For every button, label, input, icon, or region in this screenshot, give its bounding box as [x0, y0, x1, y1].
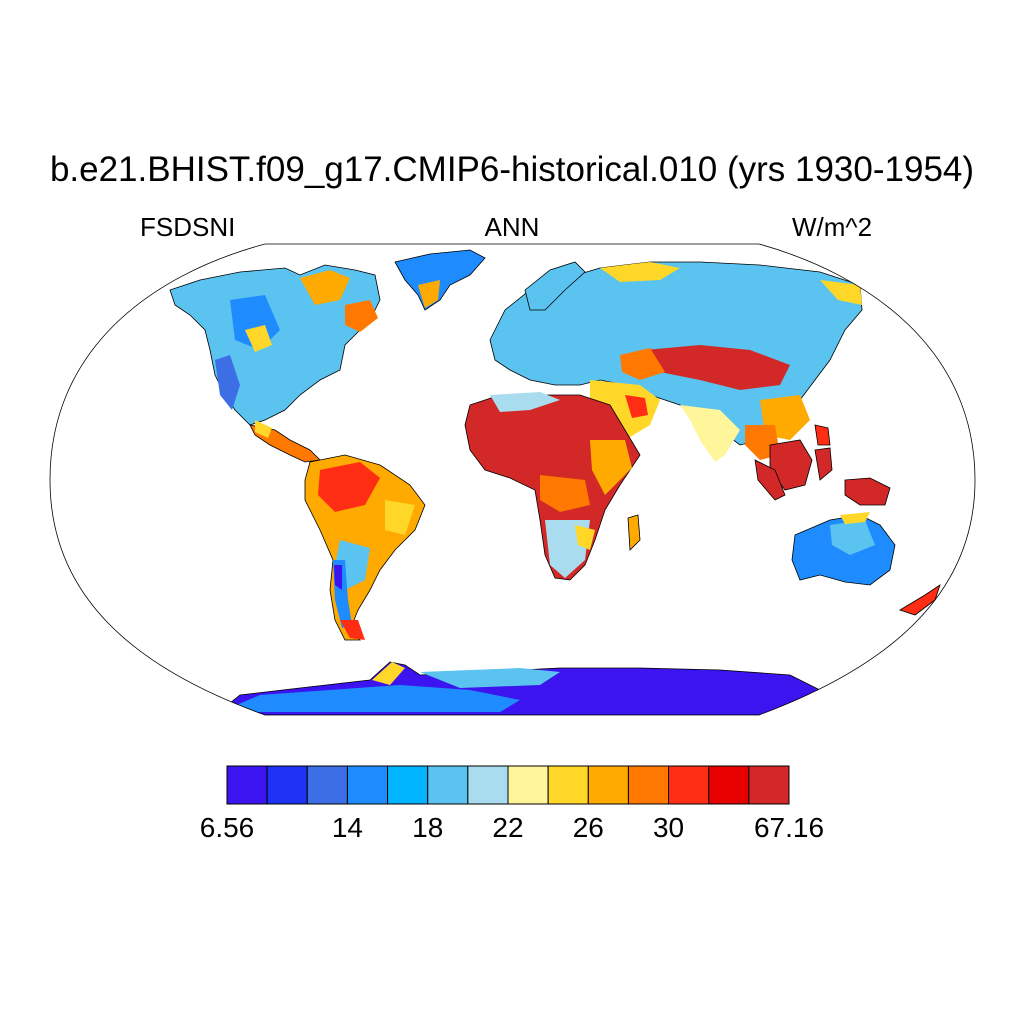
- land-tierra: [340, 620, 365, 640]
- land-ne-asia-yellow: [820, 280, 862, 305]
- plot-title: b.e21.BHIST.f09_g17.CMIP6-historical.010…: [49, 150, 975, 189]
- colorbar-tick-label: 6.56: [199, 812, 255, 843]
- land-north-america-warm: [300, 270, 350, 305]
- colorbar-tick-label: 26: [572, 812, 604, 843]
- land-east-africa: [590, 440, 632, 495]
- land-antarctic-peninsula: [372, 662, 405, 685]
- land-na-west: [215, 355, 240, 410]
- colorbar: [226, 765, 790, 805]
- land-sulawesi: [814, 447, 833, 481]
- land-madagascar: [627, 514, 641, 551]
- land-arabia-red: [625, 395, 648, 418]
- land-north-america: [169, 264, 381, 426]
- colorbar-swatch: [668, 765, 710, 805]
- map-land: [169, 249, 941, 715]
- land-amazon: [318, 462, 380, 512]
- season-label: ANN: [484, 212, 540, 242]
- land-new-guinea: [844, 477, 891, 506]
- colorbar-swatch: [427, 765, 469, 805]
- land-antarctica-coast: [420, 668, 560, 688]
- map-boundary: [49, 243, 976, 716]
- colorbar-tick-label: 18: [412, 812, 444, 843]
- land-na-yellow: [245, 325, 272, 352]
- colorbar-swatch: [306, 765, 348, 805]
- colorbar-tick-label: 30: [652, 812, 685, 843]
- colorbar-swatch: [587, 765, 629, 805]
- land-central-africa: [540, 475, 590, 512]
- colorbar-swatch: [346, 765, 389, 805]
- colorbar-swatch: [748, 765, 790, 805]
- land-middle-east: [590, 380, 660, 440]
- land-southern-africa-yellow: [575, 525, 595, 550]
- colorbar-swatch: [387, 765, 429, 805]
- land-north-africa-light: [490, 392, 560, 412]
- colorbar-tick-label: 22: [492, 812, 524, 843]
- variable-label: FSDSNI: [140, 212, 236, 242]
- colorbar-swatch: [226, 765, 268, 805]
- land-scandinavia: [524, 261, 586, 311]
- land-antarctica-light: [220, 685, 520, 712]
- colorbar-tick-label: 14: [331, 812, 363, 843]
- colorbar-swatch: [467, 765, 509, 805]
- land-india: [680, 405, 740, 462]
- colorbar-swatch: [708, 765, 750, 805]
- land-hudson-warm: [345, 300, 378, 332]
- colorbar-tick-label: 67.16: [753, 812, 825, 843]
- land-philippines: [814, 424, 831, 446]
- colorbar-swatch: [627, 765, 670, 805]
- land-new-zealand: [899, 584, 941, 616]
- land-asia-yellow: [600, 262, 680, 282]
- land-tibet: [645, 345, 790, 390]
- land-sumatra: [754, 459, 786, 501]
- colorbar-swatch: [266, 765, 308, 805]
- units-label: W/m^2: [792, 212, 873, 242]
- land-brazil-east: [385, 500, 415, 535]
- land-central-asia: [620, 348, 665, 380]
- land-sa-dark: [334, 565, 342, 590]
- land-australia-north: [840, 512, 870, 524]
- land-greenland-warm: [418, 280, 440, 308]
- land-mexico-yellow: [255, 420, 272, 438]
- colorbar-swatch: [507, 765, 549, 805]
- colorbar-swatch: [547, 765, 589, 805]
- land-australia-light: [830, 520, 875, 555]
